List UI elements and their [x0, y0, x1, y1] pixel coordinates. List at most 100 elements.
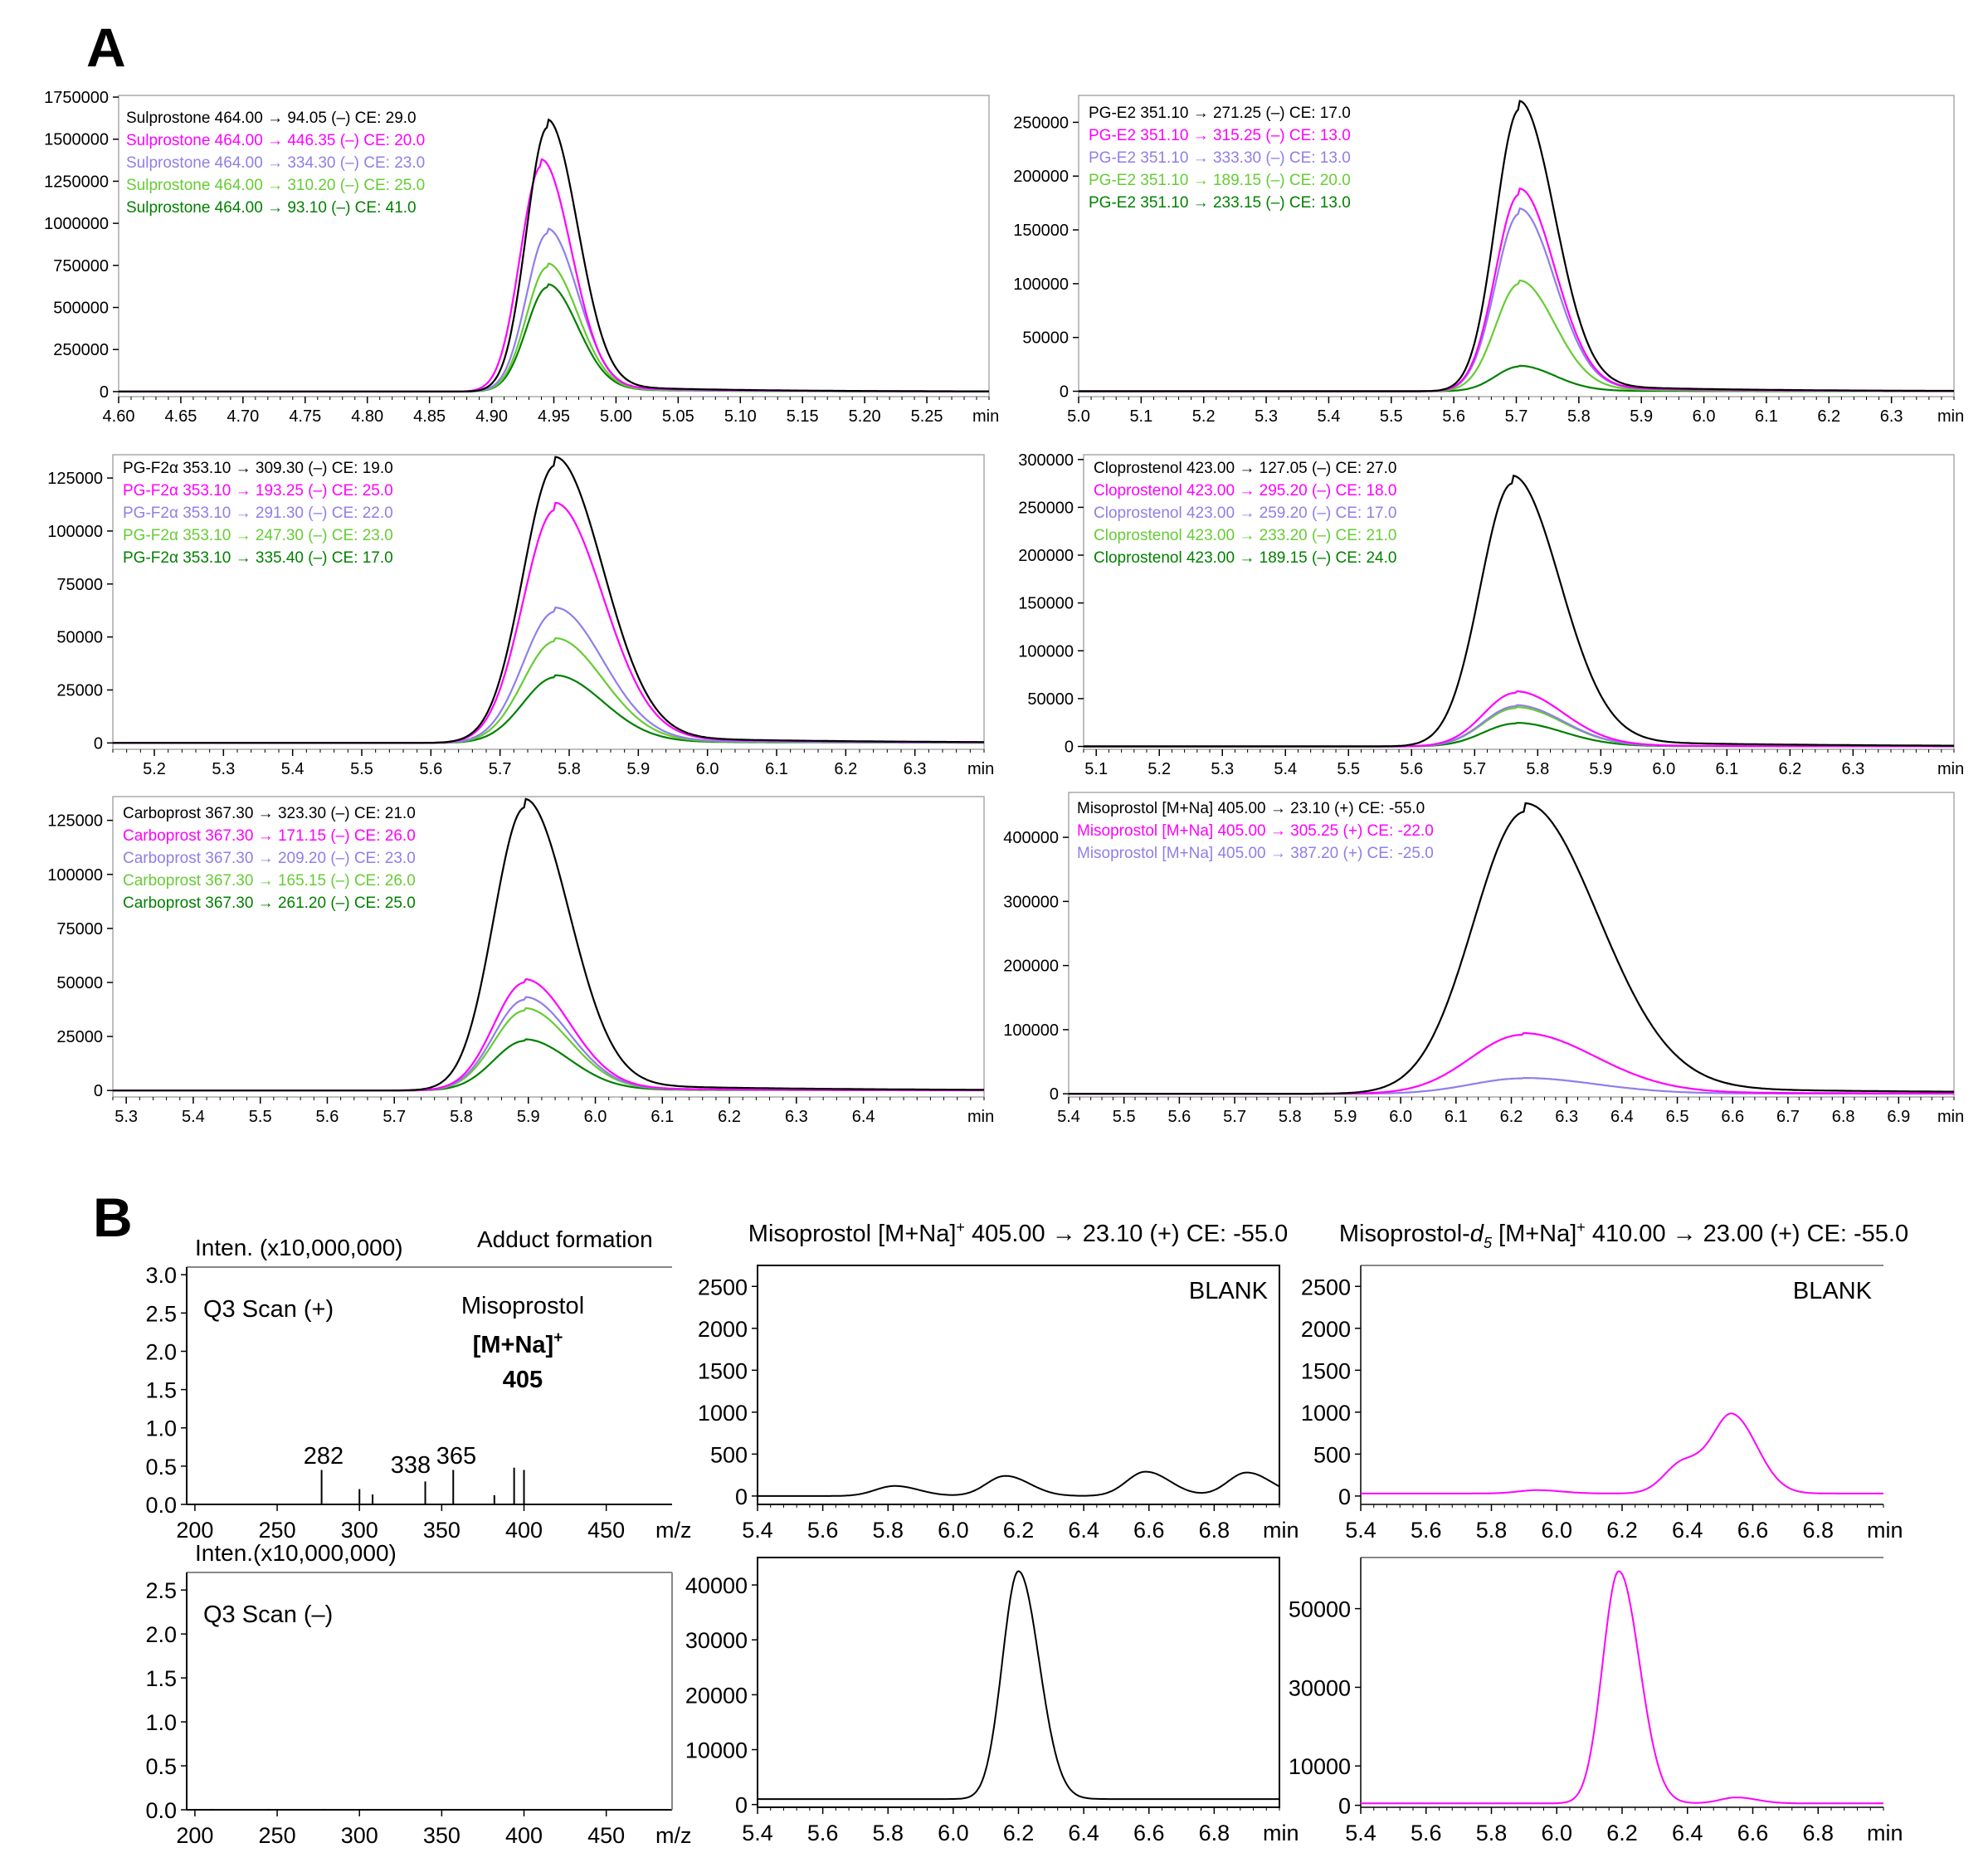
x-tick-label: 6.0 [1693, 407, 1716, 426]
y-tick-label: 50000 [1022, 329, 1069, 348]
trace-carboprost-1 [113, 977, 984, 1092]
peak-label: 365 [436, 1443, 476, 1470]
y-tick-label: 0 [94, 1082, 103, 1100]
x-tick-label: 4.80 [351, 407, 383, 426]
x-tick-label: 6.0 [696, 760, 719, 778]
y-tick-label: 500 [710, 1442, 748, 1467]
x-tick-label: 5.1 [1084, 760, 1108, 778]
x-tick-label: 200 [176, 1823, 213, 1848]
y-tick-label: 100000 [47, 866, 103, 885]
x-tick-label: 5.4 [742, 1821, 773, 1845]
x-tick-label: 5.8 [450, 1108, 473, 1126]
x-tick-label: 6.0 [1652, 760, 1675, 778]
trace-cloprostenol-2 [1084, 704, 1954, 748]
trace-pgf2a-4 [113, 674, 984, 744]
y-tick-label: 500 [1313, 1442, 1351, 1467]
y-tick-label: 0 [1338, 1794, 1351, 1819]
y-tick-label: 2.0 [145, 1339, 177, 1364]
x-tick-label: 6.4 [1672, 1518, 1703, 1543]
y-axis-label: Inten. (x10,000,000) [195, 1235, 403, 1260]
plot-frame [757, 1557, 1280, 1808]
x-axis-label: min [1937, 1108, 1964, 1126]
peak-label: 338 [391, 1452, 431, 1479]
y-tick-label: 50000 [56, 629, 103, 647]
x-tick-label: 5.15 [787, 407, 819, 426]
x-tick-label: 4.85 [413, 407, 446, 426]
y-tick-label: 20000 [685, 1683, 748, 1708]
legend-entry: PG-F2α 353.10 → 291.30 (–) CE: 22.0 [123, 505, 393, 522]
x-tick-label: 300 [341, 1823, 378, 1848]
legend-entry: Misoprostol [M+Na] 405.00 → 387.20 (+) C… [1077, 845, 1434, 862]
x-tick-label: 6.4 [1068, 1821, 1099, 1845]
legend-entry: PG-F2α 353.10 → 335.40 (–) CE: 17.0 [123, 549, 393, 567]
y-tick-label: 0 [1065, 739, 1074, 757]
x-tick-label: 5.2 [1147, 760, 1171, 778]
y-tick-label: 0.0 [145, 1493, 177, 1518]
trace-pge2-1 [1079, 187, 1954, 392]
y-tick-label: 50000 [56, 974, 103, 992]
trace-carboprost-0 [113, 797, 984, 1092]
legend-entry: Carboprost 367.30 → 261.20 (–) CE: 25.0 [123, 895, 416, 912]
x-tick-label: 6.6 [1721, 1108, 1744, 1126]
x-tick-label: 6.2 [718, 1108, 741, 1126]
y-tick-label: 1.5 [145, 1378, 177, 1403]
x-tick-label: 5.8 [872, 1518, 904, 1543]
legend-entry: PG-E2 351.10 → 315.25 (–) CE: 13.0 [1089, 127, 1351, 144]
y-tick-label: 1500000 [44, 131, 109, 149]
y-axis-label: Inten.(x10,000,000) [195, 1540, 397, 1566]
chart-sulprostone: 4.60 4.65 4.70 4.75 4.80 4.85 4.90 4.95 5.00 5.05… [44, 89, 999, 426]
trace-misoprostol_mrm-1 [1069, 1031, 1954, 1095]
trace-misoprostol_blank [758, 1470, 1280, 1497]
y-tick-label: 400000 [1003, 829, 1059, 847]
x-tick-label: 5.3 [1255, 407, 1278, 426]
chart-pgf2a: 5.2 5.3 5.4 5.5 5.6 5.7 5.8 5.9 6.0 6.1 6.2 6.3 min 0… [47, 454, 994, 778]
y-tick-label: 0 [100, 383, 109, 402]
x-tick-label: 6.8 [1199, 1518, 1230, 1543]
trace-misoprostol_d5_blank [1361, 1412, 1883, 1494]
chart-misoprostol_sample: 5.4 5.6 5.8 6.0 6.2 6.4 6.6 6.8 min 0 10000 20000 30… [685, 1557, 1299, 1845]
x-tick-label: 5.0 [1067, 407, 1090, 426]
x-axis-label: min [1263, 1821, 1299, 1845]
x-tick-label: 300 [341, 1518, 378, 1543]
x-tick-label: 5.7 [1505, 407, 1528, 426]
x-tick-label: 6.6 [1133, 1821, 1165, 1845]
trace-sulprostone-3 [119, 262, 989, 392]
chart-misoprostol_mrm: 5.4 5.5 5.6 5.7 5.8 5.9 6.0 6.1 6.2 6.3 6.4 6.5 6.6 6… [1003, 792, 1964, 1126]
x-tick-label: 5.8 [558, 760, 581, 778]
x-tick-label: 5.4 [182, 1108, 205, 1126]
x-tick-label: 5.8 [1567, 407, 1591, 426]
legend-entry: PG-E2 351.10 → 233.15 (–) CE: 13.0 [1089, 194, 1351, 212]
trace-cloprostenol-0 [1084, 474, 1954, 748]
y-tick-label: 0.0 [145, 1798, 177, 1823]
x-tick-label: 6.1 [1755, 407, 1778, 426]
legend-entry: Carboprost 367.30 → 209.20 (–) CE: 23.0 [123, 850, 416, 867]
y-tick-label: 1250000 [44, 173, 109, 191]
ion-label: [M+Na]+ [473, 1329, 563, 1358]
x-tick-label: 6.4 [1610, 1108, 1634, 1126]
x-tick-label: 6.2 [1778, 760, 1801, 778]
y-tick-label: 30000 [1289, 1675, 1351, 1700]
y-tick-label: 125000 [47, 812, 103, 831]
x-tick-label: 5.8 [1526, 760, 1549, 778]
y-tick-label: 0 [1060, 383, 1069, 402]
x-tick-label: 5.8 [1476, 1518, 1508, 1543]
x-tick-label: 6.6 [1737, 1821, 1769, 1845]
x-tick-label: 5.9 [1334, 1108, 1357, 1126]
x-tick-label: 5.5 [249, 1108, 272, 1126]
legend-entry: Carboprost 367.30 → 171.15 (–) CE: 26.0 [123, 827, 416, 845]
x-tick-label: 5.4 [1345, 1821, 1376, 1845]
y-tick-label: 3.0 [145, 1263, 177, 1288]
chart-carboprost: 5.3 5.4 5.5 5.6 5.7 5.8 5.9 6.0 6.1 6.2 6.3 6.4 min 0… [47, 796, 994, 1126]
x-tick-label: 5.6 [1167, 1108, 1191, 1126]
x-tick-label: 400 [505, 1823, 543, 1848]
x-axis-label: min [967, 760, 994, 778]
x-tick-label: 5.3 [212, 760, 235, 778]
x-tick-label: 6.8 [1802, 1821, 1834, 1845]
x-tick-label: 6.2 [1003, 1821, 1035, 1845]
x-tick-label: 5.5 [1380, 407, 1403, 426]
x-tick-label: 6.1 [1445, 1108, 1468, 1126]
y-tick-label: 2.0 [145, 1622, 177, 1647]
x-tick-label: 5.8 [872, 1821, 904, 1845]
x-axis-label: min [1867, 1821, 1903, 1845]
